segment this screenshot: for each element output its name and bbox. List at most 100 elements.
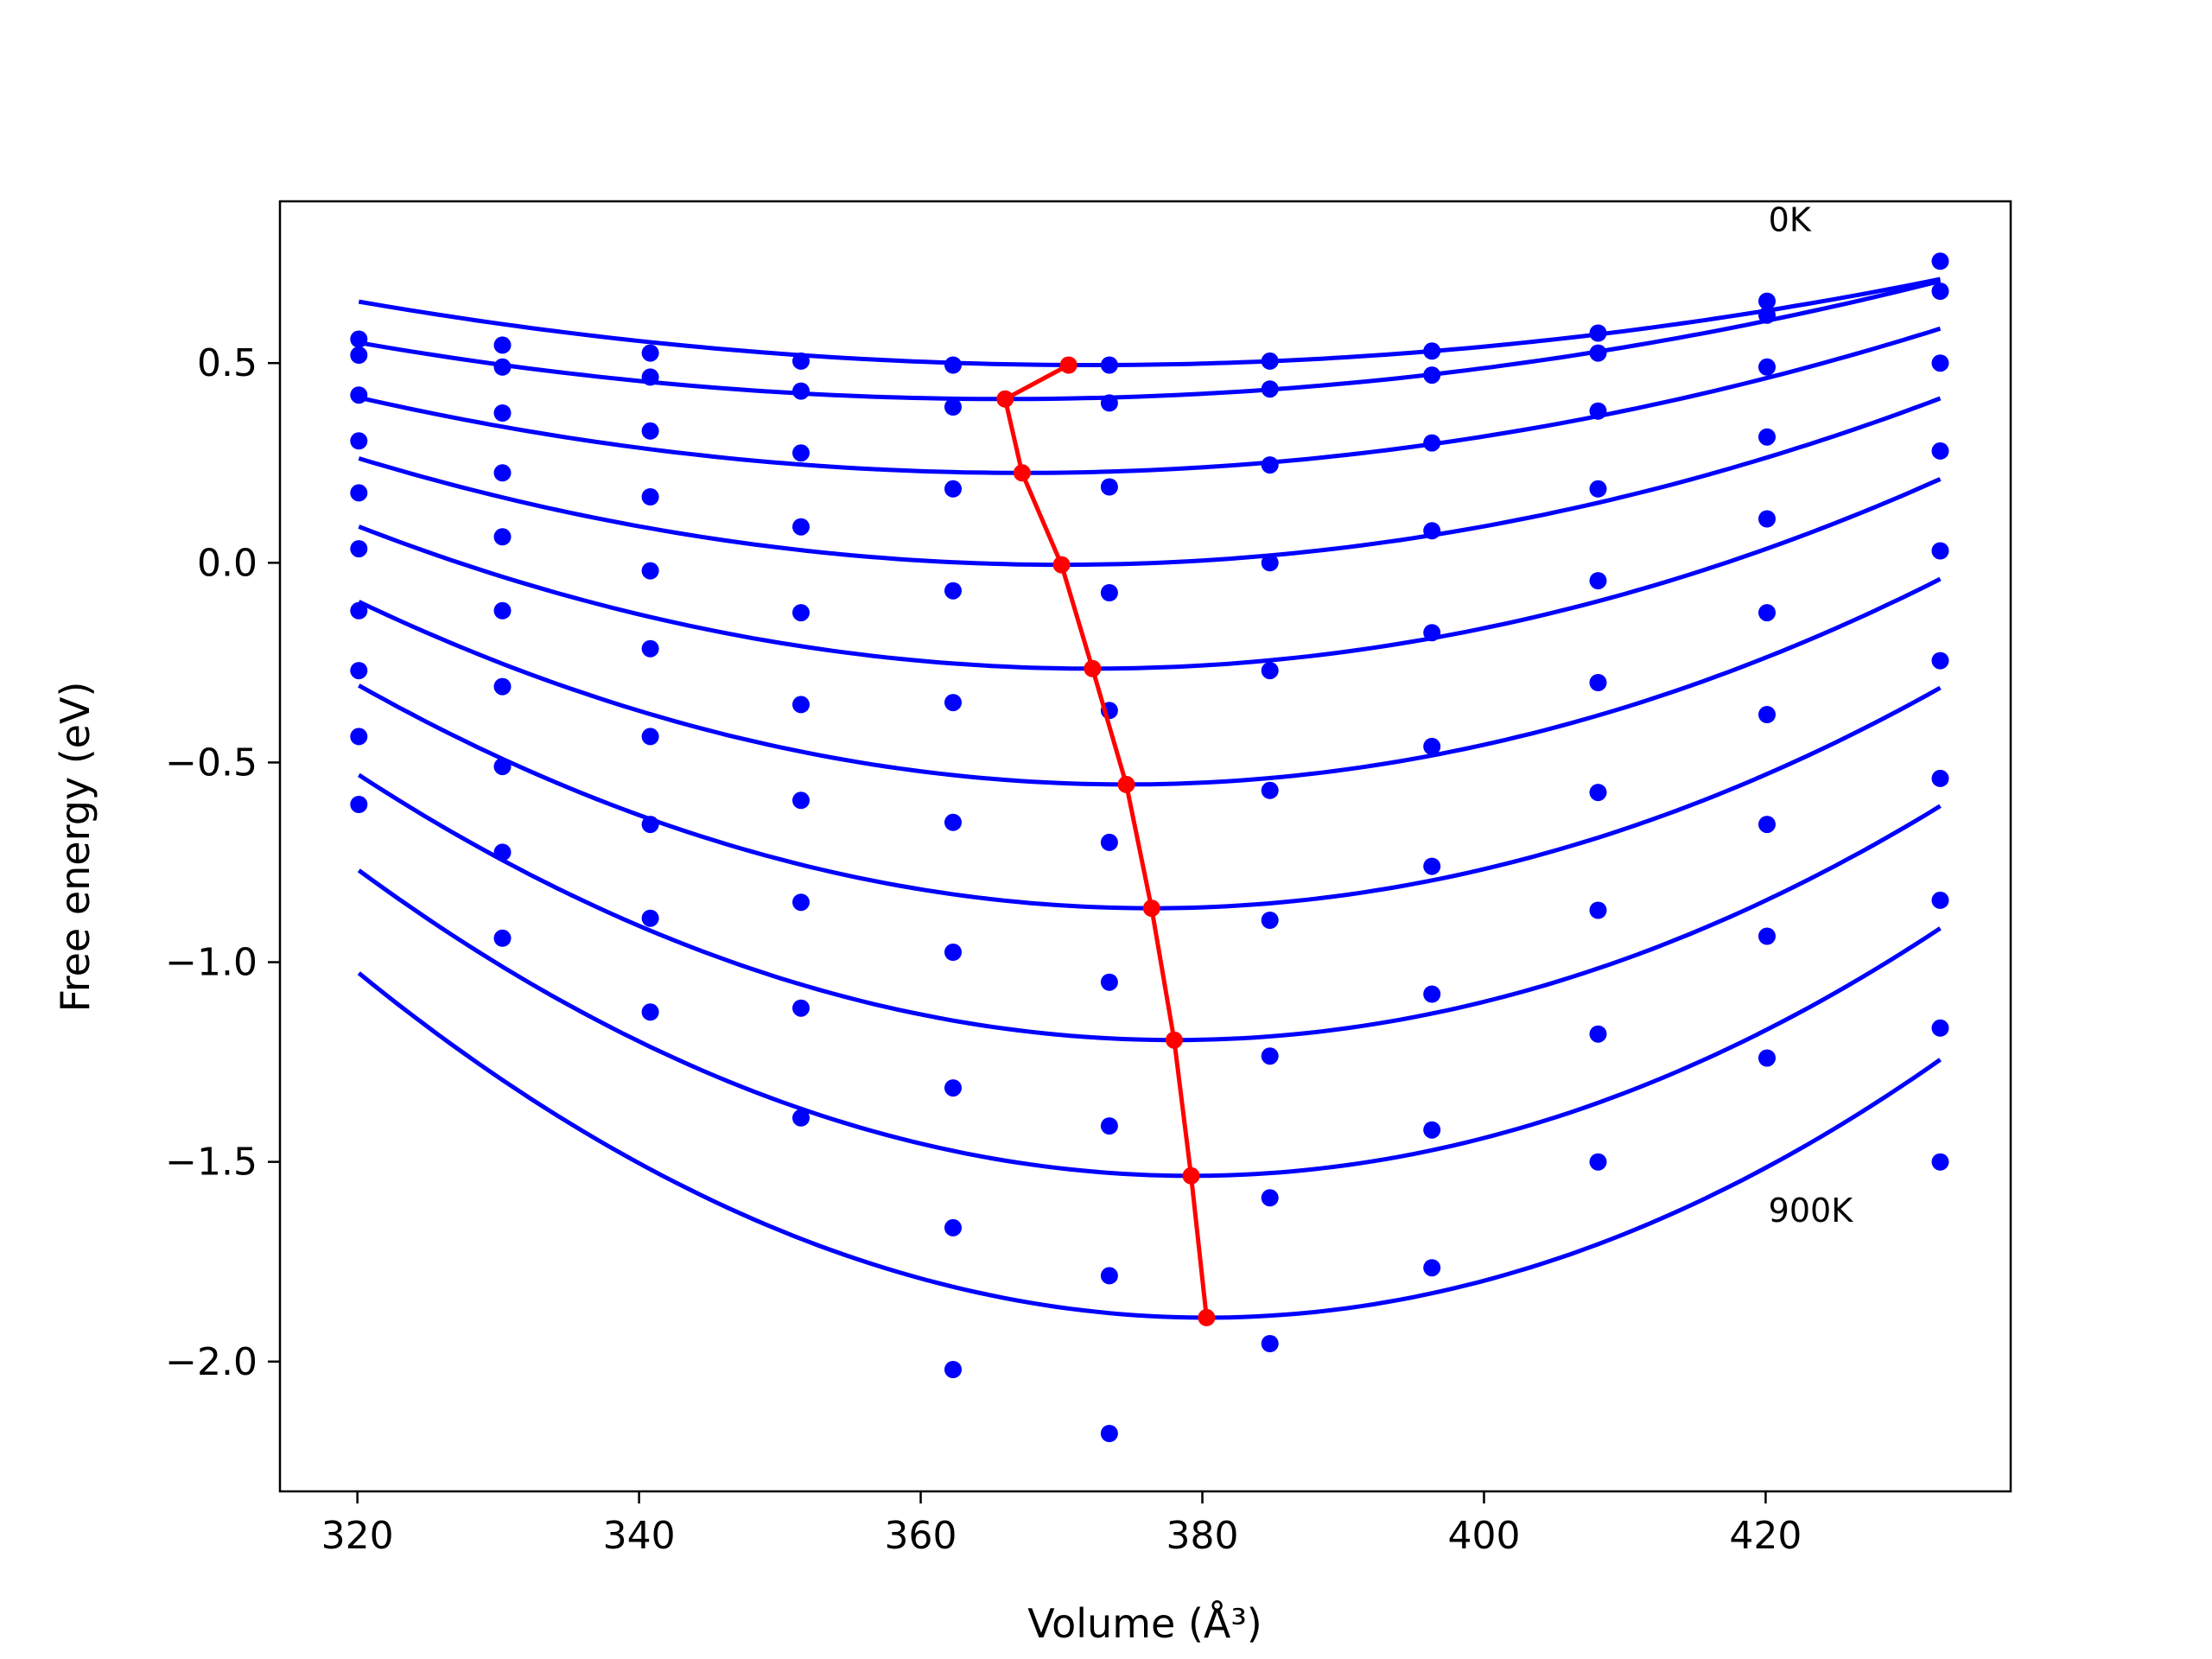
minimum-point [1117, 775, 1135, 793]
data-point-800K [641, 909, 659, 927]
data-point-800K [1589, 1025, 1607, 1043]
fit-curve-0K [358, 276, 1941, 367]
data-point-200K [1589, 402, 1607, 420]
data-point-0K [1100, 356, 1118, 374]
data-point-100K [1100, 394, 1118, 412]
data-point-100K [944, 398, 962, 416]
annotation-900K: 900K [1769, 1192, 1854, 1230]
data-point-300K [1758, 428, 1776, 446]
data-point-800K [1423, 1121, 1441, 1139]
data-point-700K [1931, 891, 1949, 909]
data-point-500K [1589, 674, 1607, 691]
data-point-600K [1589, 784, 1607, 802]
data-point-600K [1261, 912, 1279, 929]
data-point-900K [350, 796, 368, 813]
minimum-point [1142, 899, 1160, 918]
data-point-100K [1931, 283, 1949, 300]
ticks-layer: 320 340 360 380 400 420 0.5 0.0 −0.5 −1.0 −1.5 −2.0 [165, 341, 1802, 1558]
data-point-600K [641, 728, 659, 746]
data-point-0K [493, 336, 512, 354]
minimum-point [1013, 464, 1031, 482]
data-point-700K [641, 816, 659, 834]
data-point-0K [1423, 342, 1441, 360]
data-point-500K [1931, 652, 1949, 670]
fit-curve-600K [358, 683, 1942, 911]
y-axis-label: Free energy (eV) [52, 682, 99, 1013]
data-point-800K [1931, 1019, 1949, 1037]
data-point-800K [350, 728, 368, 746]
x-tick-label: 380 [1166, 1514, 1239, 1558]
data-point-400K [944, 694, 962, 712]
y-tick-label: −1.5 [165, 1141, 257, 1185]
data-point-600K [350, 601, 368, 620]
data-point-600K [792, 791, 810, 810]
data-point-800K [1100, 1267, 1118, 1285]
data-point-900K [944, 1361, 962, 1378]
data-point-500K [792, 696, 810, 714]
x-tick-label: 400 [1447, 1514, 1520, 1558]
data-point-200K [792, 444, 810, 462]
data-point-100K [350, 346, 368, 364]
annotation-0K: 0K [1769, 201, 1812, 239]
data-point-700K [1589, 901, 1607, 919]
data-point-300K [493, 464, 512, 482]
minima-path [996, 356, 1216, 1326]
data-point-400K [493, 528, 512, 546]
x-tick-label: 360 [885, 1514, 957, 1558]
data-point-600K [1423, 857, 1441, 875]
data-point-100K [1261, 380, 1279, 398]
minimum-point [1084, 659, 1102, 677]
data-point-0K [1758, 292, 1776, 310]
fit-curves [357, 276, 1942, 1320]
data-point-400K [1261, 662, 1279, 680]
data-point-700K [792, 893, 810, 912]
data-points [350, 252, 1949, 1442]
minimum-point [1198, 1308, 1216, 1326]
fit-curve-100K [358, 278, 1942, 402]
data-point-300K [1261, 554, 1279, 572]
data-point-400K [1423, 624, 1441, 642]
data-point-300K [350, 432, 368, 450]
data-point-700K [493, 758, 512, 776]
data-point-200K [944, 480, 962, 498]
data-point-500K [1758, 604, 1776, 622]
data-point-700K [1261, 1047, 1279, 1065]
data-point-0K [792, 352, 810, 370]
y-tick-label: 0.0 [197, 541, 257, 585]
minimum-point [1165, 1031, 1183, 1049]
data-point-100K [792, 382, 810, 400]
minima-line [1002, 363, 1209, 1319]
data-point-600K [944, 944, 962, 961]
annotations: 0K 900K [1769, 201, 1854, 1230]
y-tick-label: −2.0 [165, 1340, 257, 1384]
data-point-300K [1589, 480, 1607, 498]
x-tick-label: 320 [321, 1514, 394, 1558]
data-point-0K [1589, 324, 1607, 342]
data-point-400K [641, 562, 659, 580]
data-point-300K [641, 488, 659, 505]
data-point-900K [493, 929, 512, 947]
data-point-600K [1931, 769, 1949, 787]
data-point-500K [1100, 833, 1118, 851]
minimum-point [1052, 556, 1071, 574]
data-point-100K [1589, 344, 1607, 362]
data-point-900K [1931, 1153, 1949, 1171]
data-point-700K [944, 1079, 962, 1097]
data-point-200K [1100, 478, 1118, 496]
data-point-500K [641, 639, 659, 658]
data-point-900K [792, 1109, 810, 1127]
data-point-300K [1931, 442, 1949, 460]
y-tick-label: 0.5 [197, 341, 257, 385]
data-point-900K [1589, 1153, 1607, 1171]
data-point-900K [641, 1003, 659, 1021]
data-point-900K [1261, 1335, 1279, 1352]
data-point-500K [350, 540, 368, 558]
data-point-700K [1423, 985, 1441, 1003]
fit-curve-900K [357, 971, 1942, 1320]
data-point-0K [944, 356, 962, 374]
fit-curve-800K [357, 868, 1942, 1179]
data-point-100K [641, 368, 659, 386]
data-point-900K [1423, 1259, 1441, 1277]
plot-frame [278, 200, 2012, 1493]
